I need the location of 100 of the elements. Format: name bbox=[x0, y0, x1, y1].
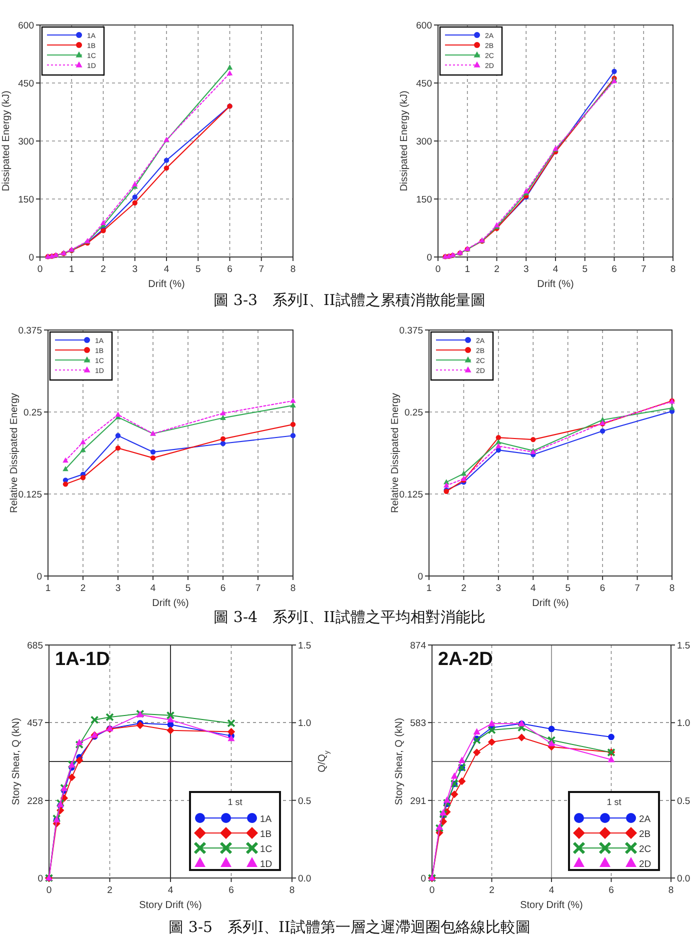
legend-label: 1C bbox=[260, 844, 272, 855]
y-tick-label: 457 bbox=[27, 718, 43, 730]
x-tick-label: 8 bbox=[290, 264, 296, 275]
x-tick-label: 3 bbox=[115, 583, 121, 594]
x-tick-label: 4 bbox=[530, 583, 536, 594]
y-axis-title: Dissipated Energy (kJ) bbox=[399, 90, 410, 192]
legend-label: 2B bbox=[639, 829, 651, 840]
x-tick-label: 1 bbox=[464, 264, 470, 275]
y-tick-label: 0 bbox=[426, 252, 432, 264]
caption: 圖 3-5 系列I、II試體第一層之遲滯迴圈包絡線比較圖 bbox=[168, 918, 530, 936]
y-tick-label: 150 bbox=[416, 194, 432, 206]
x-tick-label: 7 bbox=[258, 264, 264, 275]
x-tick-label: 7 bbox=[640, 264, 646, 275]
chart-title: 1A-1D bbox=[55, 649, 110, 670]
y-axis-title: Relative Dissipated Energy bbox=[9, 392, 20, 514]
x-tick-label: 7 bbox=[634, 583, 640, 594]
x-tick-label: 8 bbox=[669, 583, 675, 594]
y2-tick-label: 1.5 bbox=[298, 640, 312, 652]
x-tick-label: 6 bbox=[600, 583, 606, 594]
x-tick-label: 2 bbox=[489, 885, 494, 896]
x-axis-title: Drift (%) bbox=[152, 598, 189, 609]
x-tick-label: 5 bbox=[185, 583, 191, 594]
y-axis-title: Relative Dissipated Energy bbox=[390, 392, 401, 514]
x-tick-label: 4 bbox=[552, 264, 558, 275]
y-axis-title: Dissipated Energy (kJ) bbox=[1, 90, 12, 192]
x-tick-label: 6 bbox=[228, 885, 234, 896]
y-tick-label: 600 bbox=[416, 20, 432, 32]
legend-label: 2D bbox=[639, 859, 652, 870]
legend-label: 1A bbox=[260, 814, 272, 825]
x-tick-label: 3 bbox=[496, 583, 502, 594]
y2-tick-label: 0.5 bbox=[298, 796, 312, 807]
x-tick-label: 5 bbox=[582, 264, 588, 275]
x-tick-label: 5 bbox=[195, 264, 201, 275]
x-axis-title: Story Drift (%) bbox=[139, 900, 202, 911]
y-tick-label: 300 bbox=[18, 136, 34, 148]
y-tick-label: 300 bbox=[416, 136, 432, 148]
y-tick-label: 600 bbox=[18, 20, 34, 32]
y-tick-label: 874 bbox=[410, 640, 426, 652]
x-tick-label: 8 bbox=[290, 583, 296, 594]
x-tick-label: 6 bbox=[220, 583, 226, 594]
x-tick-label: 1 bbox=[68, 264, 74, 275]
y2-tick-label: 0.0 bbox=[298, 874, 312, 884]
x-tick-label: 2 bbox=[461, 583, 466, 594]
y2-tick-label: 0.0 bbox=[677, 874, 690, 884]
y-tick-label: 450 bbox=[416, 78, 432, 90]
y-tick-label: 228 bbox=[27, 796, 43, 807]
x-tick-label: 5 bbox=[565, 583, 571, 594]
y-tick-label: 0 bbox=[36, 572, 42, 582]
y2-tick-label: 0.5 bbox=[677, 796, 690, 807]
y-tick-label: 450 bbox=[18, 78, 34, 90]
x-tick-label: 3 bbox=[132, 264, 138, 275]
legend-label: 1B bbox=[260, 829, 272, 840]
y-tick-label: 0.125 bbox=[18, 490, 42, 500]
x-tick-label: 2 bbox=[494, 264, 500, 275]
caption: 圖 3-4 系列I、II試體之平均相對消能比 bbox=[214, 608, 486, 626]
y-tick-label: 0.25 bbox=[24, 408, 42, 418]
x-axis-title: Story Drift (%) bbox=[520, 900, 583, 911]
y-tick-label: 0 bbox=[28, 252, 34, 264]
y2-tick-label: 1.0 bbox=[298, 718, 312, 730]
y-tick-label: 0 bbox=[418, 572, 423, 582]
x-tick-label: 4 bbox=[168, 885, 174, 896]
x-tick-label: 8 bbox=[289, 885, 295, 896]
y-tick-label: 0.375 bbox=[18, 326, 42, 336]
x-tick-label: 4 bbox=[548, 885, 554, 896]
y-tick-label: 583 bbox=[410, 718, 426, 730]
x-tick-label: 8 bbox=[670, 264, 676, 275]
x-tick-label: 6 bbox=[227, 264, 232, 275]
legend-label: 2A bbox=[639, 814, 652, 825]
legend-label: 2C bbox=[639, 844, 652, 855]
x-tick-label: 1 bbox=[426, 583, 432, 594]
x-tick-label: 8 bbox=[668, 885, 674, 896]
x-tick-label: 6 bbox=[612, 264, 617, 275]
y-tick-label: 291 bbox=[410, 796, 426, 807]
y-tick-label: 0.25 bbox=[404, 408, 423, 418]
y2-tick-label: 1.0 bbox=[677, 718, 690, 730]
x-tick-label: 1 bbox=[45, 583, 51, 594]
x-tick-label: 6 bbox=[608, 885, 614, 896]
legend-title: 1 st bbox=[228, 797, 243, 807]
y-tick-label: 0.375 bbox=[399, 326, 423, 336]
caption: 圖 3-3 系列I、II試體之累積消散能量圖 bbox=[214, 291, 486, 309]
x-tick-label: 4 bbox=[150, 583, 156, 594]
y-tick-label: 0 bbox=[420, 874, 426, 884]
x-tick-label: 0 bbox=[46, 885, 52, 896]
y-axis-title: Story Shear, Q (kN) bbox=[394, 718, 405, 806]
y-tick-label: 150 bbox=[18, 194, 34, 206]
x-tick-label: 2 bbox=[107, 885, 112, 896]
y-axis-title: Story Shear, Q (kN) bbox=[11, 718, 22, 806]
y2-tick-label: 1.5 bbox=[677, 640, 690, 652]
legend-title: 1 st bbox=[606, 797, 622, 807]
x-axis-title: Drift (%) bbox=[532, 598, 569, 609]
x-tick-label: 4 bbox=[164, 264, 170, 275]
y-tick-label: 685 bbox=[27, 640, 43, 652]
y-tick-label: 0 bbox=[38, 874, 43, 884]
legend-label: 1D bbox=[260, 859, 272, 870]
x-axis-title: Drift (%) bbox=[537, 279, 574, 290]
x-tick-label: 3 bbox=[523, 264, 529, 275]
x-tick-label: 7 bbox=[255, 583, 261, 594]
x-tick-label: 0 bbox=[435, 264, 441, 275]
y-tick-label: 0.125 bbox=[399, 490, 423, 500]
x-axis-title: Drift (%) bbox=[148, 279, 185, 290]
